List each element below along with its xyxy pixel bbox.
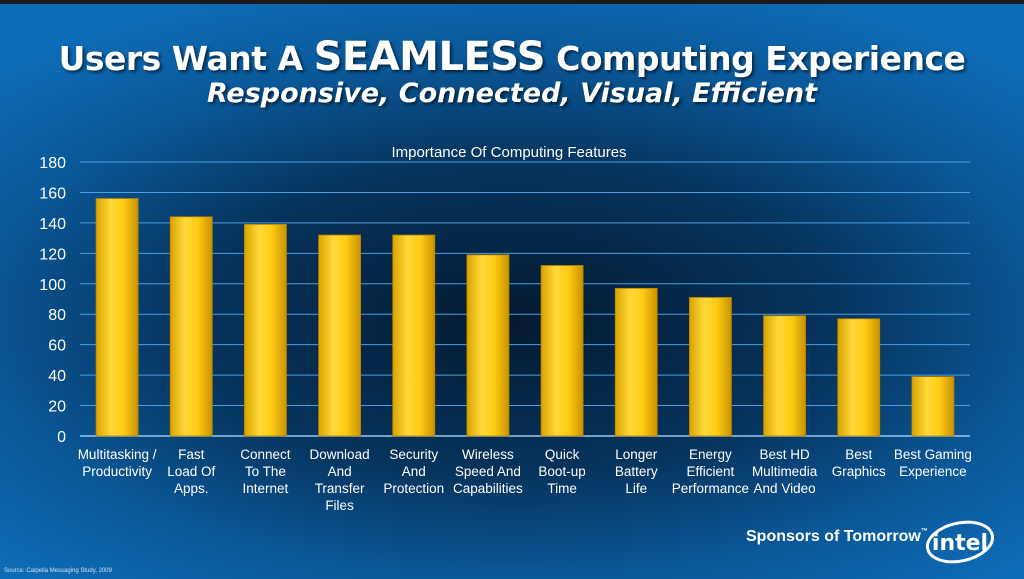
x-tick-label-line: Download — [310, 447, 370, 462]
bar — [614, 287, 658, 437]
x-tick-label-line: Multitasking / — [78, 447, 157, 462]
y-tick-label: 40 — [48, 368, 66, 385]
x-tick-label-line: And — [328, 464, 352, 479]
title-suffix: Computing Experience — [556, 39, 966, 78]
source-note: Source: Calpella Messaging Study, 2009 — [4, 568, 112, 574]
x-tick-label-line: Best — [845, 447, 872, 462]
bar — [911, 376, 955, 437]
bar — [540, 265, 584, 437]
bar — [392, 234, 436, 437]
x-tick-label: Quick Boot-up Time — [538, 447, 585, 496]
bar — [466, 254, 510, 437]
y-tick-label: 140 — [39, 216, 66, 233]
x-axis-labels: Multitasking / Productivity Fast Load Of App… — [78, 447, 972, 513]
x-tick-label-line: Graphics — [832, 464, 886, 479]
trademark-mark: ™ — [920, 528, 928, 535]
x-tick-label-line: Time — [547, 481, 577, 496]
bars — [95, 198, 955, 437]
x-tick-label-line: Internet — [243, 481, 289, 496]
y-tick-label: 160 — [39, 185, 66, 202]
x-tick-label: Wireless Speed And Capabilities — [453, 447, 523, 496]
x-tick-label-line: Multimedia — [752, 464, 818, 479]
x-tick-label-line: And — [402, 464, 426, 479]
x-tick-label-line: Productivity — [82, 464, 152, 479]
y-tick-label: 100 — [39, 277, 66, 294]
bar — [169, 216, 213, 437]
x-tick-label: Download And Transfer Files — [310, 447, 370, 513]
x-tick-label-line: Efficient — [687, 464, 735, 479]
x-tick-label: Best Graphics — [832, 447, 886, 479]
bar — [689, 297, 732, 437]
x-tick-label-line: And Video — [754, 481, 816, 496]
x-tick-label-line: To The — [245, 464, 286, 479]
x-tick-label-line: Longer — [615, 447, 658, 462]
x-tick-label-line: Fast — [178, 447, 205, 462]
page-subtitle: Responsive, Connected, Visual, Efficient — [206, 78, 818, 109]
x-tick-label-line: Best HD — [759, 447, 810, 462]
gridlines — [80, 161, 970, 437]
x-tick-label-line: Energy — [689, 447, 732, 462]
logo-wordmark: intel — [932, 531, 988, 556]
x-tick-label: Multitasking / Productivity — [78, 447, 157, 479]
x-tick-label-line: Files — [325, 498, 354, 513]
x-tick-label-line: Protection — [383, 481, 444, 496]
sponsor-text: Sponsors of Tomorrow — [746, 528, 921, 545]
title-emphasis: SEAMLESS — [313, 34, 546, 80]
chart-title: Importance Of Computing Features — [391, 144, 626, 161]
x-tick-label-line: Life — [625, 481, 647, 496]
x-tick-label-line: Experience — [899, 464, 967, 479]
x-tick-label-line: Security — [389, 447, 438, 462]
x-tick-label-line: Best Gaming — [894, 447, 972, 462]
x-tick-label-line: Wireless — [462, 447, 514, 462]
x-tick-label-line: Performance — [672, 481, 749, 496]
y-tick-label: 120 — [39, 246, 66, 263]
title-prefix: Users Want A — [58, 39, 304, 78]
y-tick-label: 20 — [48, 399, 66, 416]
y-axis: 0 20 40 60 80 100 120 140 160 180 — [39, 155, 66, 446]
bar — [763, 315, 806, 437]
x-tick-label-line: Boot-up — [538, 464, 585, 479]
intel-logo: intel — [925, 520, 995, 564]
x-tick-label-line: Speed And — [455, 464, 521, 479]
x-tick-label-line: Transfer — [315, 481, 365, 496]
y-tick-label: 0 — [57, 429, 66, 446]
x-tick-label-line: Connect — [240, 447, 291, 462]
sponsor-tagline: Sponsors of Tomorrow™ — [746, 528, 928, 546]
x-tick-label: Best HD Multimedia And Video — [752, 447, 818, 496]
top-border — [0, 0, 1024, 4]
x-tick-label-line: Battery — [615, 464, 658, 479]
page-title: Users Want A SEAMLESS Computing Experien… — [0, 34, 1024, 80]
x-tick-label: Best Gaming Experience — [894, 447, 972, 479]
bar — [95, 198, 139, 437]
x-tick-label: Longer Battery Life — [615, 447, 658, 496]
bar — [244, 224, 287, 437]
y-tick-label: 80 — [48, 307, 66, 324]
x-tick-label-line: Quick — [545, 447, 580, 462]
x-tick-label: Security And Protection — [383, 447, 444, 496]
x-tick-label: Fast Load Of Apps. — [167, 447, 215, 496]
x-tick-label: Energy Efficient Performance — [672, 447, 749, 496]
x-tick-label: Connect To The Internet — [240, 447, 291, 496]
x-tick-label-line: Load Of — [167, 464, 215, 479]
x-tick-label-line: Capabilities — [453, 481, 523, 496]
y-tick-label: 180 — [39, 155, 66, 172]
bar — [318, 234, 361, 437]
y-tick-label: 60 — [48, 338, 66, 355]
x-tick-label-line: Apps. — [174, 481, 209, 496]
bar — [837, 318, 881, 437]
